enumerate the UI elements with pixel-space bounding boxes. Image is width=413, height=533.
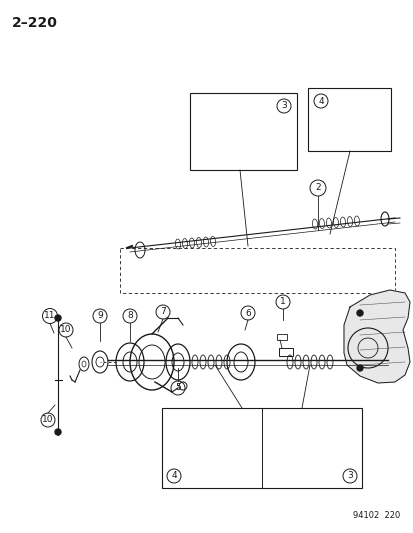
Text: 1: 1 [280,297,285,306]
Bar [120,248,394,293]
Text: 9: 9 [97,311,102,320]
Circle shape [356,365,362,371]
Text: 7: 7 [160,308,166,317]
Polygon shape [343,290,409,383]
Text: 10: 10 [42,416,54,424]
Text: 6: 6 [244,309,250,318]
Bar [190,93,296,170]
Text: 10: 10 [60,326,71,335]
Text: 4: 4 [318,96,323,106]
Text: 5: 5 [175,384,180,392]
Text: 11: 11 [44,311,56,320]
Text: 94102  220: 94102 220 [352,511,399,520]
Text: 8: 8 [127,311,133,320]
Text: 4: 4 [171,472,176,481]
Circle shape [55,315,61,321]
Bar [307,88,390,151]
Text: 2: 2 [314,183,320,192]
Text: 3: 3 [346,472,352,481]
Bar [278,348,292,356]
Text: 2–220: 2–220 [12,16,58,30]
Circle shape [55,429,61,435]
Bar [276,334,286,340]
Text: 3: 3 [280,101,286,110]
Circle shape [356,310,362,316]
Bar [161,408,361,488]
